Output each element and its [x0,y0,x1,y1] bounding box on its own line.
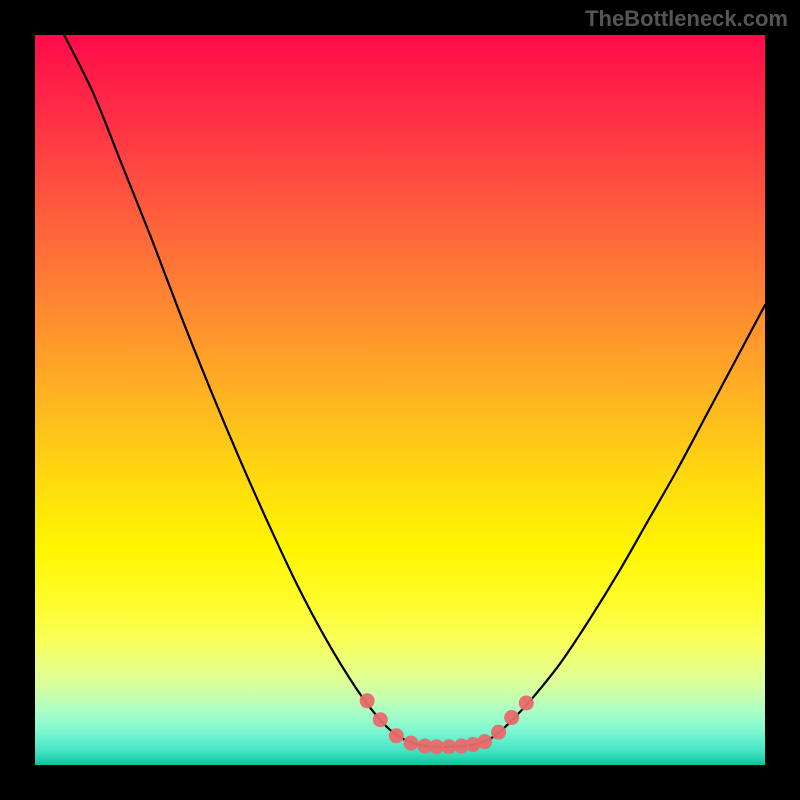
marker-point [373,712,388,727]
marker-point [389,728,404,743]
plot-area [35,35,765,765]
marker-point [403,736,418,751]
marker-point [491,725,506,740]
curve-layer [35,35,765,765]
marker-group [360,693,534,754]
bottleneck-curve [64,35,765,747]
marker-point [519,695,534,710]
chart-outer-frame: TheBottleneck.com [0,0,800,800]
watermark-text: TheBottleneck.com [585,6,788,32]
marker-point [504,710,519,725]
marker-point [477,734,492,749]
marker-point [360,693,375,708]
